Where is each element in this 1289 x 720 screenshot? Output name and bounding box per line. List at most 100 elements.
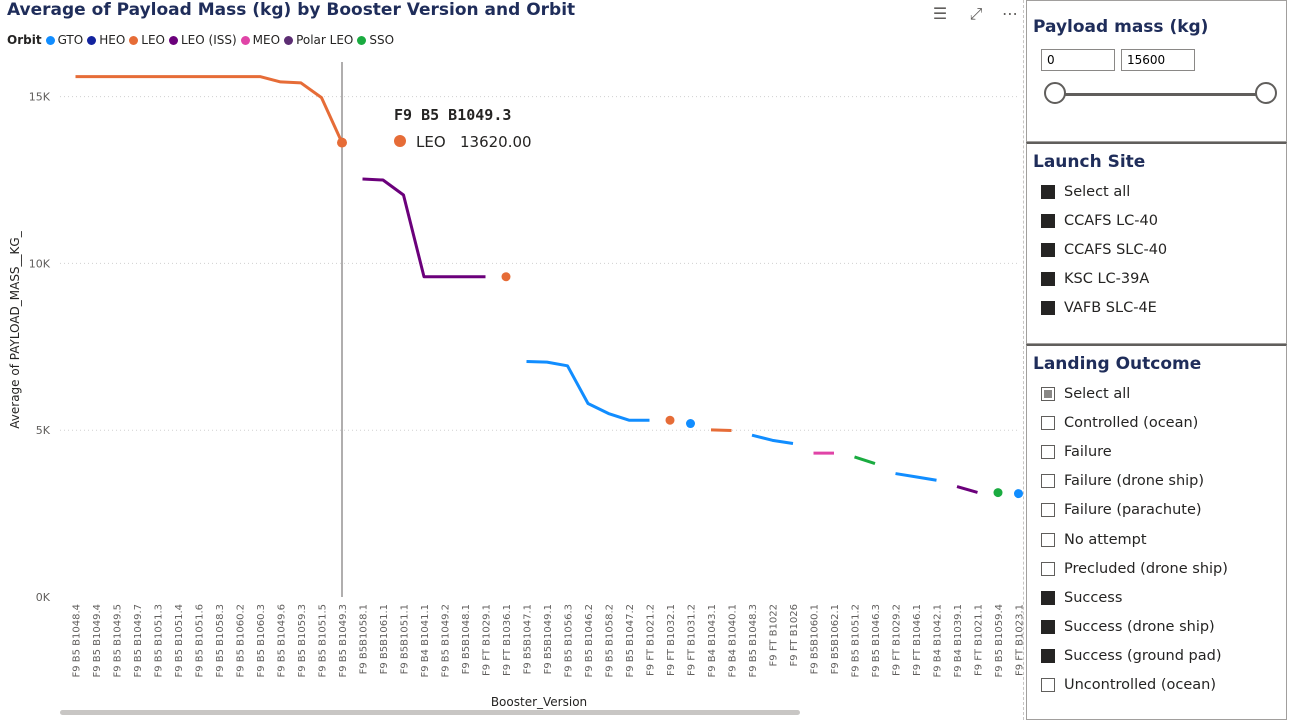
checkbox[interactable] bbox=[1041, 301, 1055, 315]
slicer-option[interactable]: CCAFS LC-40 bbox=[1041, 213, 1158, 229]
checkbox[interactable] bbox=[1041, 387, 1055, 401]
slicer-option[interactable]: Controlled (ocean) bbox=[1041, 415, 1198, 431]
x-axis-title: Booster_Version bbox=[491, 695, 587, 709]
slicer-option[interactable]: Failure bbox=[1041, 444, 1112, 460]
x-tick-label: F9 B4 B1043.1 bbox=[707, 604, 718, 678]
payload-slider-min-handle[interactable] bbox=[1044, 82, 1066, 104]
slicer-option[interactable]: Success (drone ship) bbox=[1041, 619, 1215, 635]
x-tick-label: F9 B4 B1040.1 bbox=[728, 604, 739, 678]
x-tick-label: F9 FT B1031.2 bbox=[687, 604, 698, 676]
slicer-option-label: VAFB SLC-4E bbox=[1064, 300, 1157, 316]
x-tick-label: F9 B4 B1039.1 bbox=[953, 604, 964, 678]
x-tick-label: F9 B5B1062.1 bbox=[830, 604, 841, 674]
focus-mode-icon[interactable]: ⤢ bbox=[969, 4, 983, 23]
x-tick-label: F9 B5 B1056.3 bbox=[564, 604, 575, 678]
slicer-option[interactable]: KSC LC-39A bbox=[1041, 271, 1149, 287]
slicer-option-label: Success (ground pad) bbox=[1064, 647, 1222, 664]
slicer-option[interactable]: Uncontrolled (ocean) bbox=[1041, 677, 1216, 693]
x-tick-label: F9 FT B1029.2 bbox=[892, 604, 903, 676]
x-tick-label: F9 B5 B1046.2 bbox=[584, 604, 595, 678]
series-line bbox=[526, 359, 650, 422]
legend-item[interactable]: LEO (ISS) bbox=[169, 33, 237, 47]
slicer-option-label: Success (drone ship) bbox=[1064, 618, 1215, 635]
x-tick-label: F9 B5 B1046.3 bbox=[871, 604, 882, 678]
legend-marker-icon bbox=[357, 35, 367, 45]
series-line bbox=[710, 428, 732, 433]
slicer-option[interactable]: Failure (drone ship) bbox=[1041, 473, 1204, 489]
legend-label: MEO bbox=[252, 33, 281, 47]
legend-label: GTO bbox=[57, 33, 84, 47]
horizontal-scrollbar[interactable] bbox=[60, 710, 800, 715]
payload-slider-max-handle[interactable] bbox=[1255, 82, 1277, 104]
slicer-option[interactable]: Success bbox=[1041, 590, 1122, 606]
more-options-icon[interactable]: ⋯ bbox=[1002, 4, 1018, 23]
checkbox[interactable] bbox=[1041, 561, 1055, 576]
x-tick-label: F9 B5 B1051.3 bbox=[154, 604, 165, 678]
slicer-option[interactable]: Select all bbox=[1041, 386, 1130, 402]
legend-label: SSO bbox=[369, 33, 395, 47]
launch-site-slicer-title: Launch Site bbox=[1033, 152, 1146, 172]
x-tick-label: F9 FT B1046.1 bbox=[912, 604, 923, 676]
slicer-option-label: Select all bbox=[1064, 184, 1131, 200]
checkbox[interactable] bbox=[1041, 619, 1055, 634]
launch-site-slicer: Launch Site Select all CCAFS LC-40 CCAFS S… bbox=[1026, 142, 1287, 344]
checkbox[interactable] bbox=[1041, 648, 1055, 663]
series-line bbox=[362, 177, 486, 279]
slicer-option-label: Success bbox=[1064, 589, 1123, 606]
slicer-option[interactable]: Select all bbox=[1041, 184, 1130, 200]
legend: Orbit GTO HEO LEO LEO (ISS) MEO Polar LEO SSO bbox=[7, 33, 398, 47]
slicer-option[interactable]: Failure (parachute) bbox=[1041, 502, 1202, 518]
payload-min-input[interactable] bbox=[1041, 49, 1115, 71]
legend-title: Orbit bbox=[7, 33, 42, 47]
checkbox[interactable] bbox=[1041, 474, 1055, 489]
slicer-option-label: Failure (parachute) bbox=[1064, 502, 1202, 519]
checkbox[interactable] bbox=[1041, 185, 1055, 199]
legend-item[interactable]: LEO bbox=[129, 33, 165, 47]
slicer-option-label: Uncontrolled (ocean) bbox=[1064, 677, 1216, 693]
checkbox[interactable] bbox=[1041, 532, 1055, 547]
slicer-option[interactable]: Precluded (drone ship) bbox=[1041, 561, 1228, 577]
slicer-option[interactable]: Success (ground pad) bbox=[1041, 648, 1222, 664]
legend-item[interactable]: Polar LEO bbox=[284, 33, 353, 47]
landing-outcome-slicer-title: Landing Outcome bbox=[1033, 354, 1202, 374]
checkbox[interactable] bbox=[1041, 503, 1055, 518]
x-tick-label: F9 B5 B1051.4 bbox=[174, 604, 185, 678]
checkbox[interactable] bbox=[1041, 590, 1055, 605]
payload-slider-track bbox=[1055, 93, 1267, 96]
checkbox[interactable] bbox=[1041, 416, 1055, 431]
checkbox[interactable] bbox=[1041, 272, 1055, 286]
y-tick-label: 0K bbox=[36, 591, 51, 604]
y-axis-title: Average of PAYLOAD_MASS__KG_ bbox=[8, 230, 22, 428]
chart-visual: Average of Payload Mass (kg) by Booster … bbox=[7, 0, 1024, 720]
legend-marker-icon bbox=[87, 35, 97, 45]
x-tick-label: F9 B5 B1059.4 bbox=[994, 604, 1005, 678]
series-line bbox=[751, 433, 794, 446]
legend-item[interactable]: GTO bbox=[45, 33, 84, 47]
payload-max-input[interactable] bbox=[1121, 49, 1195, 71]
slicer-option[interactable]: VAFB SLC-4E bbox=[1041, 300, 1157, 316]
slicer-option[interactable]: No attempt bbox=[1041, 532, 1147, 548]
tooltip-value: 13620.00 bbox=[460, 133, 532, 151]
slicer-option[interactable]: CCAFS SLC-40 bbox=[1041, 242, 1167, 258]
legend-item[interactable]: MEO bbox=[240, 33, 281, 47]
filter-icon[interactable]: ☰ bbox=[932, 4, 948, 23]
checkbox[interactable] bbox=[1041, 214, 1055, 228]
legend-marker-icon bbox=[129, 35, 139, 45]
x-tick-label: F9 B4 B1041.1 bbox=[420, 604, 431, 678]
x-tick-label: F9 B5 B1049.2 bbox=[441, 604, 452, 678]
checkbox[interactable] bbox=[1041, 243, 1055, 257]
tooltip-title: F9 B5 B1049.3 bbox=[394, 106, 511, 124]
legend-item[interactable]: HEO bbox=[87, 33, 125, 47]
x-tick-label: F9 FT B1021.2 bbox=[646, 604, 657, 676]
legend-label: LEO (ISS) bbox=[181, 33, 237, 47]
legend-marker-icon bbox=[45, 35, 55, 45]
x-tick-label: F9 B5 B1051.5 bbox=[318, 604, 329, 678]
x-tick-label: F9 B5 B1060.2 bbox=[236, 604, 247, 678]
data-point bbox=[665, 415, 675, 425]
y-tick-label: 5K bbox=[36, 424, 51, 437]
checkbox[interactable] bbox=[1041, 445, 1055, 460]
checkbox[interactable] bbox=[1041, 678, 1055, 692]
x-tick-label: F9 B5 B1058.3 bbox=[215, 604, 226, 678]
legend-item[interactable]: SSO bbox=[357, 33, 394, 47]
x-tick-label: F9 B5 B1051.2 bbox=[851, 604, 862, 678]
